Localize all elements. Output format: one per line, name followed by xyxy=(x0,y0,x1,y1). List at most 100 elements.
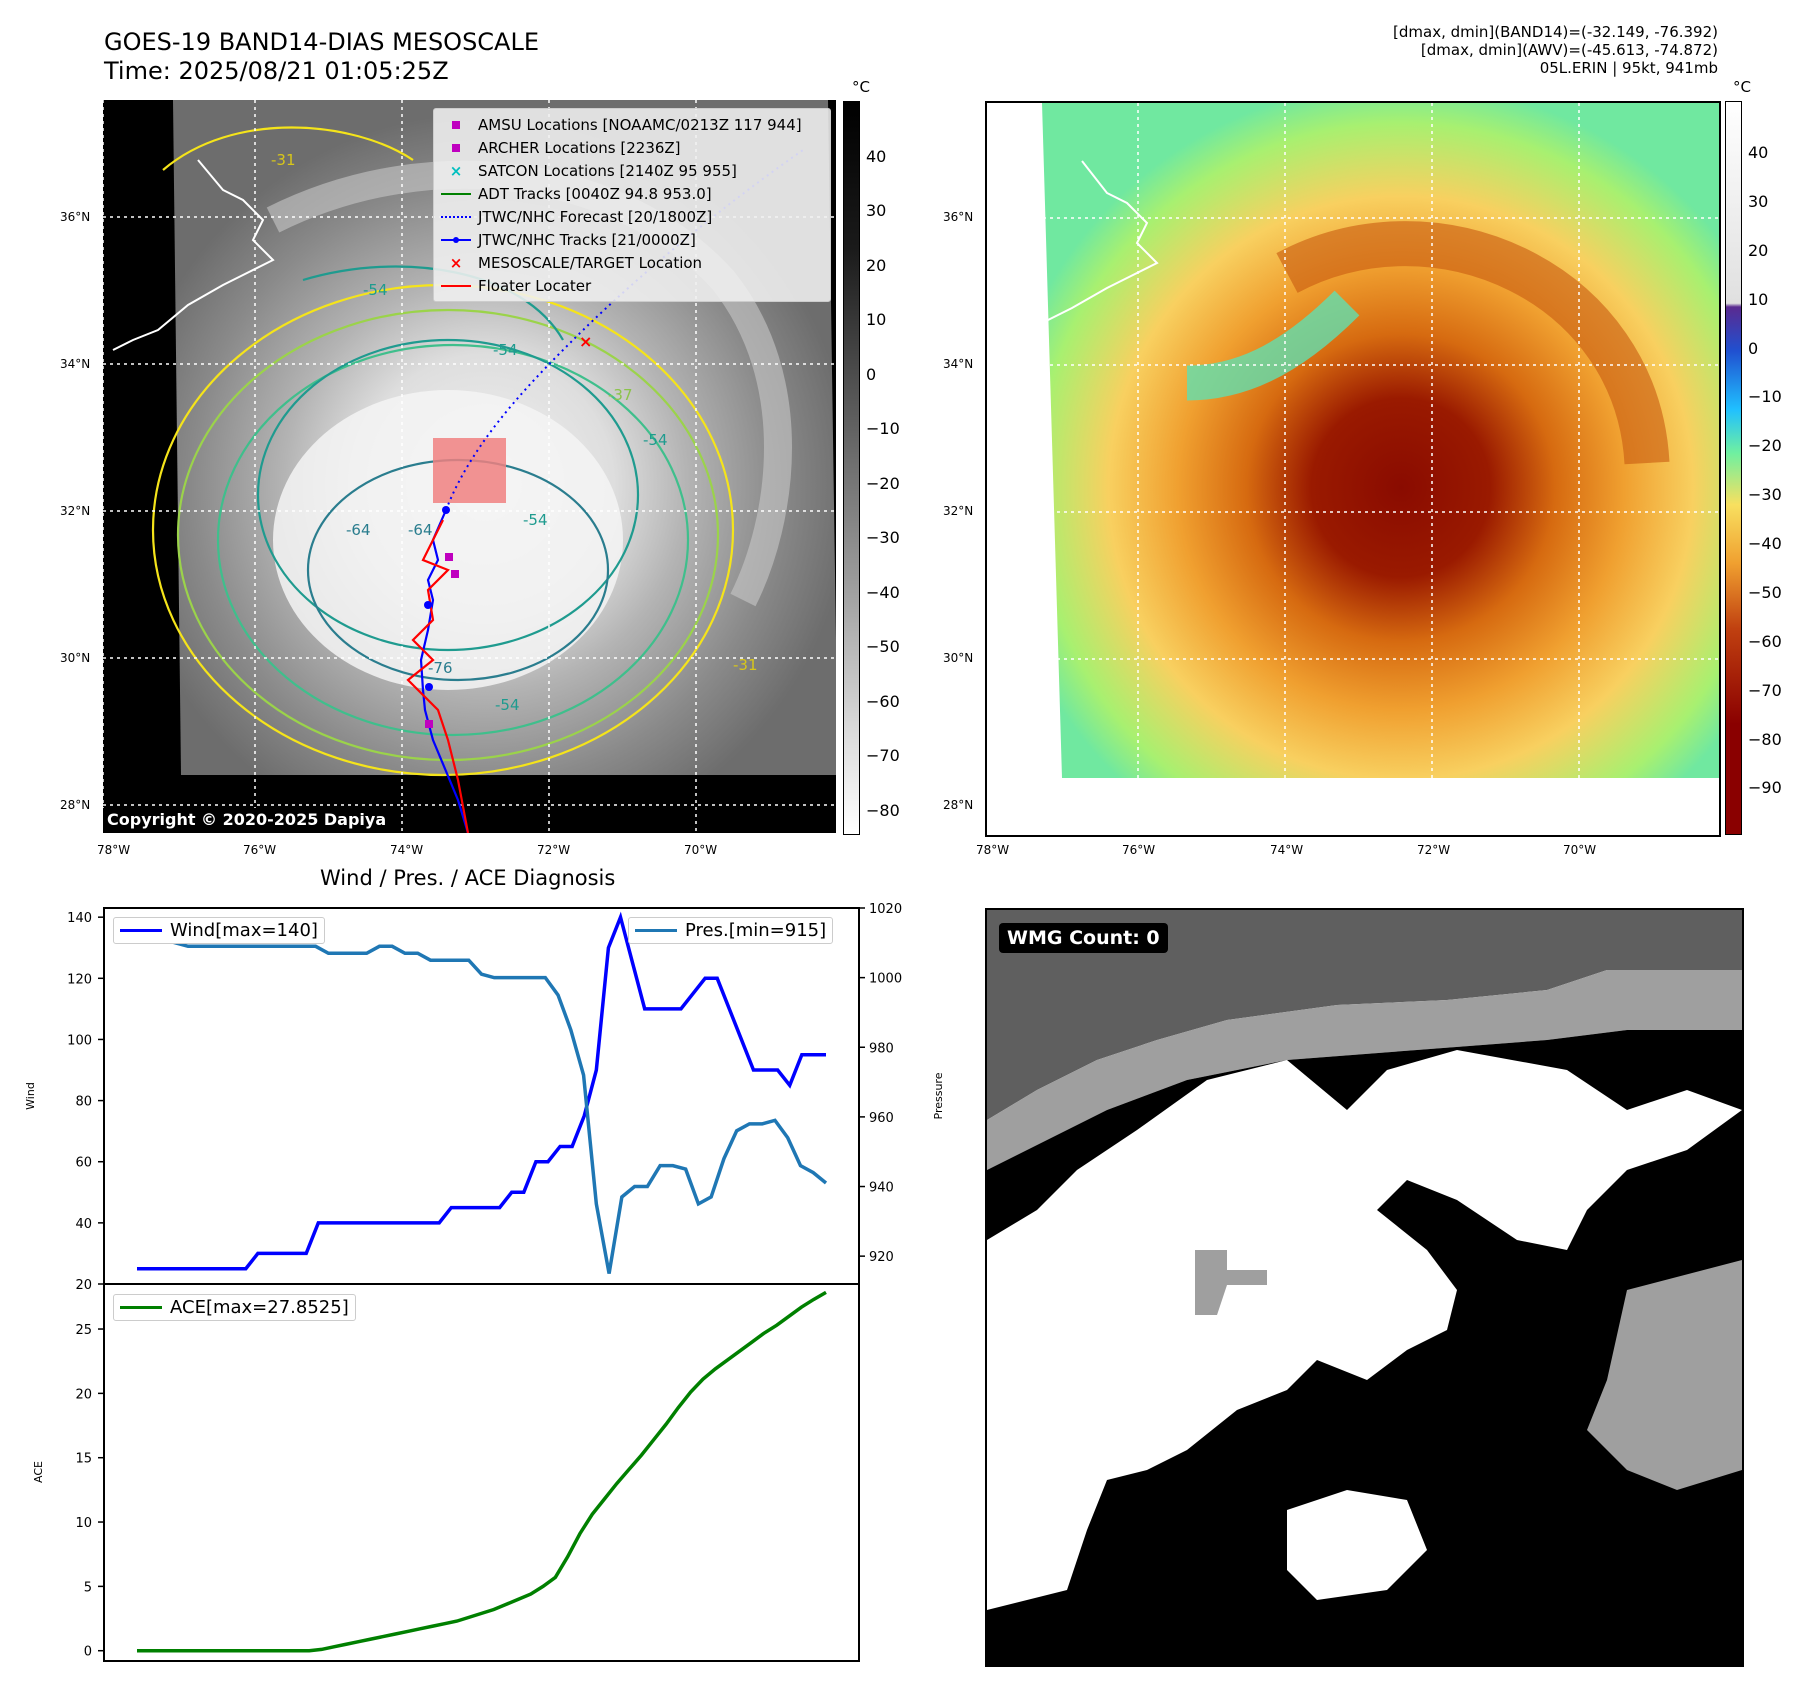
line-marker-icon xyxy=(434,284,478,287)
contour-minus54-outer xyxy=(216,343,690,737)
wmg-map xyxy=(987,910,1742,1665)
colorbar-tick: −10 xyxy=(1748,387,1782,406)
lon-label: 76°W xyxy=(1122,843,1156,857)
ace-legend: ACE[max=27.8525] xyxy=(113,1294,356,1321)
wmg-black-band xyxy=(987,1110,1742,1665)
colorbar-tick: 40 xyxy=(866,147,887,166)
jtwc-nhc-track xyxy=(419,509,470,834)
legend-item-adt: ADT Tracks [0040Z 94.8 953.0] xyxy=(434,182,830,205)
legend-item-satcon: × SATCON Locations [2140Z 95 955] xyxy=(434,159,830,182)
colorbar-tick: 30 xyxy=(1748,192,1769,211)
lat-label: 34°N xyxy=(60,357,91,371)
lat-label: 28°N xyxy=(943,798,974,812)
awv-colorbar-unit: °C xyxy=(1733,78,1751,96)
pressure-legend: Pres.[min=915] xyxy=(628,917,834,944)
awv-imagery xyxy=(1042,103,1719,778)
mesoscale-target-marker: × xyxy=(579,332,592,351)
legend-item-forecast: JTWC/NHC Forecast [20/1800Z] xyxy=(434,205,830,228)
ace-line xyxy=(137,1290,827,1653)
ir-colorbar xyxy=(843,101,860,835)
wmg-gray-patch xyxy=(1587,1260,1742,1490)
ace-line-icon xyxy=(120,1306,162,1309)
square-marker-icon xyxy=(434,143,478,152)
lat-label: 34°N xyxy=(943,357,974,371)
colorbar-tick: −80 xyxy=(1748,730,1782,749)
pressure-tick-label: 920 xyxy=(869,1250,894,1265)
pressure-line xyxy=(137,923,828,1274)
line-marker-icon xyxy=(434,192,478,195)
storm-info: 05L.ERIN | 95kt, 941mb xyxy=(1539,59,1718,77)
archer-marker xyxy=(445,553,453,561)
contour-minus37 xyxy=(176,308,720,762)
colorbar-tick: 30 xyxy=(866,201,887,220)
ace-tick-label: 0 xyxy=(84,1645,92,1660)
legend-item-floater: Floater Locater xyxy=(434,274,830,297)
ace-legend-label: ACE[max=27.8525] xyxy=(170,1297,349,1318)
line-dot-icon xyxy=(434,236,478,244)
pressure-tick-label: 1000 xyxy=(869,972,902,987)
colorbar-tick: −30 xyxy=(1748,485,1782,504)
lon-label: 76°W xyxy=(243,843,277,857)
contour-label: -64 xyxy=(408,521,433,539)
figure-title: GOES-19 BAND14-DIAS MESOSCALE Time: 2025… xyxy=(104,28,539,86)
wmg-white-patch xyxy=(1287,1490,1427,1600)
contour-label: -37 xyxy=(608,386,633,404)
contour-minus54-inner xyxy=(256,338,640,652)
jtwc-nhc-forecast xyxy=(445,149,804,511)
intensity-info: [dmax, dmin](BAND14)=(-32.149, -76.392) … xyxy=(1393,23,1718,77)
lon-label: 74°W xyxy=(390,843,424,857)
awv-gridlines xyxy=(987,103,1719,835)
ace-axis-label: ACE xyxy=(32,1461,45,1483)
wind-line-icon xyxy=(120,929,162,932)
ace-tick-label: 25 xyxy=(75,1323,92,1338)
wind-tick-label: 60 xyxy=(75,1156,92,1171)
contour-label: -54 xyxy=(643,431,668,449)
track-point xyxy=(425,683,433,691)
floater-track xyxy=(406,519,470,834)
colorbar-tick: −40 xyxy=(1748,534,1782,553)
colorbar-tick: −50 xyxy=(1748,583,1782,602)
lat-label: 32°N xyxy=(60,504,91,518)
central-dense-overcast xyxy=(273,390,623,690)
ace-axes xyxy=(103,1283,860,1662)
track-point xyxy=(442,506,450,514)
awv-colorbar-ticks: 40 30 20 10 0 −10 −20 −30 −40 −50 −60 −7… xyxy=(1748,101,1796,833)
track-point xyxy=(424,601,432,609)
colorbar-tick: 10 xyxy=(1748,290,1769,309)
wind-legend: Wind[max=140] xyxy=(113,917,325,944)
awv-range: [dmax, dmin](AWV)=(-45.613, -74.872) xyxy=(1420,41,1718,59)
colorbar-tick: 10 xyxy=(866,310,887,329)
wind-tick-label: 20 xyxy=(75,1278,92,1293)
wmg-panel: WMG Count: 0 xyxy=(985,908,1744,1667)
ir-map-panel: × -31 -54 -64 -37 -54 -64 -54 -76 -54 -3… xyxy=(102,100,838,834)
legend-label: Floater Locater xyxy=(478,276,592,295)
wmg-white-patch xyxy=(987,1510,1057,1600)
wind-pressure-axes xyxy=(103,907,860,1285)
pressure-tick-label: 940 xyxy=(869,1181,894,1196)
wmg-count-label: WMG Count: 0 xyxy=(999,923,1168,953)
contour-label: -54 xyxy=(493,341,518,359)
colorbar-tick: 20 xyxy=(866,256,887,275)
ir-colorbar-ticks: 40 30 20 10 0 −10 −20 −30 −40 −50 −60 −7… xyxy=(866,101,916,833)
legend-label: JTWC/NHC Tracks [21/0000Z] xyxy=(478,230,696,249)
colorbar-tick: −30 xyxy=(866,528,900,547)
colorbar-tick: −90 xyxy=(1748,778,1782,797)
awv-map-panel xyxy=(985,101,1721,837)
ace-tick-label: 10 xyxy=(75,1516,92,1531)
awv-colorbar xyxy=(1725,101,1742,835)
legend-label: MESOSCALE/TARGET Location xyxy=(478,253,703,272)
contour-label: -54 xyxy=(363,281,388,299)
colorbar-tick: 0 xyxy=(866,365,877,384)
legend-label: ADT Tracks [0040Z 94.8 953.0] xyxy=(478,184,712,203)
lon-label: 72°W xyxy=(1417,843,1451,857)
wind-tick-label: 100 xyxy=(67,1033,92,1048)
wind-tick-label: 80 xyxy=(75,1095,92,1110)
lon-label: 70°W xyxy=(1563,843,1597,857)
colorbar-tick: 40 xyxy=(1748,143,1769,162)
legend-item-archer: ARCHER Locations [2236Z] xyxy=(434,136,830,159)
colorbar-tick: −60 xyxy=(866,692,900,711)
legend-label: SATCON Locations [2140Z 95 955] xyxy=(478,161,737,180)
colorbar-tick: −70 xyxy=(1748,681,1782,700)
pressure-tick-label: 1020 xyxy=(869,902,902,917)
